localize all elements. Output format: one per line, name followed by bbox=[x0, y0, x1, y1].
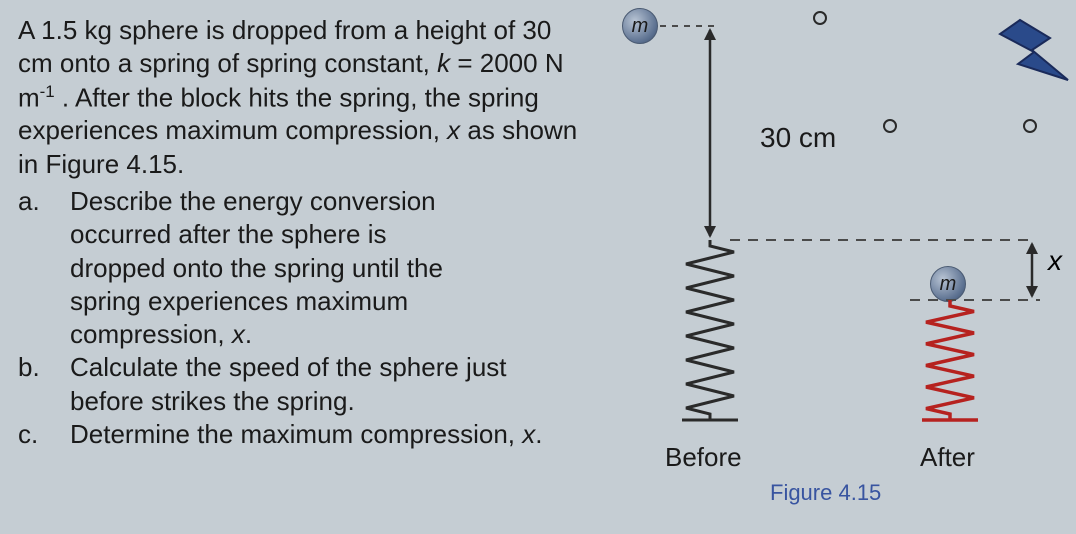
part-a: a. Describe the energy conversionoccurre… bbox=[18, 185, 628, 351]
part-text: Calculate the speed of the sphere justbe… bbox=[44, 351, 507, 418]
figure-svg bbox=[610, 0, 1076, 534]
problem-intro: A 1.5 kg sphere is dropped from a height… bbox=[18, 14, 628, 181]
part-marker: a. bbox=[18, 185, 44, 351]
part-b: b. Calculate the speed of the sphere jus… bbox=[18, 351, 628, 418]
parts-list: a. Describe the energy conversionoccurre… bbox=[18, 185, 628, 451]
part-text: Determine the maximum compression, x. bbox=[44, 418, 543, 451]
figure-4-15: m m 30 cm x Before After Figure 4.15 bbox=[610, 0, 1076, 534]
part-text: Describe the energy conversionoccurred a… bbox=[44, 185, 443, 351]
part-marker: c. bbox=[18, 418, 44, 451]
part-marker: b. bbox=[18, 351, 44, 418]
part-c: c. Determine the maximum compression, x. bbox=[18, 418, 628, 451]
